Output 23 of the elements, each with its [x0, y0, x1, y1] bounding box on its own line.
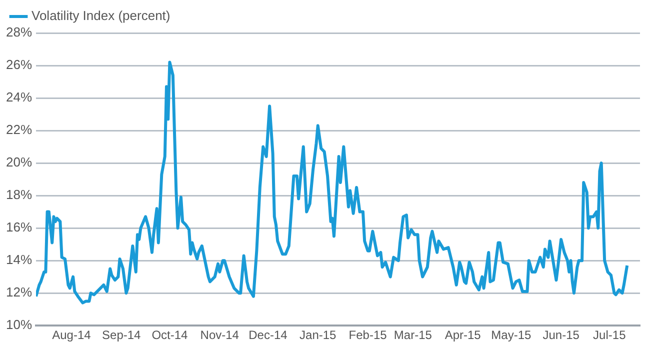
y-tick-label: 22%	[6, 122, 32, 138]
y-tick-label: 20%	[6, 154, 32, 170]
x-tick-label: Nov-14	[200, 328, 240, 342]
x-tick-label: Sep-14	[102, 328, 142, 342]
y-tick-label: 16%	[6, 220, 32, 235]
x-tick-label: Jun-15	[542, 328, 580, 342]
y-tick-label: 10%	[6, 317, 32, 332]
legend-label: Volatility Index (percent)	[32, 8, 170, 24]
x-tick-label: Dec-14	[248, 328, 288, 342]
x-tick-label: Feb-15	[348, 328, 388, 342]
y-tick-label: 24%	[6, 90, 32, 105]
x-tick-label: May-15	[491, 328, 532, 342]
x-tick-label: Apr-15	[444, 328, 482, 342]
x-tick-label: Jul-15	[593, 328, 626, 342]
y-tick-label: 18%	[6, 187, 32, 202]
x-tick-label: Oct-14	[152, 328, 188, 342]
x-tick-label: Aug-14	[52, 328, 92, 342]
y-tick-label: 14%	[6, 252, 32, 268]
y-tick-label: 28%	[6, 24, 32, 40]
x-tick-label: Mar-15	[394, 328, 432, 342]
y-tick-label: 12%	[6, 284, 32, 300]
x-tick-label: Jan-15	[300, 328, 337, 342]
y-tick-label: 26%	[6, 57, 32, 72]
